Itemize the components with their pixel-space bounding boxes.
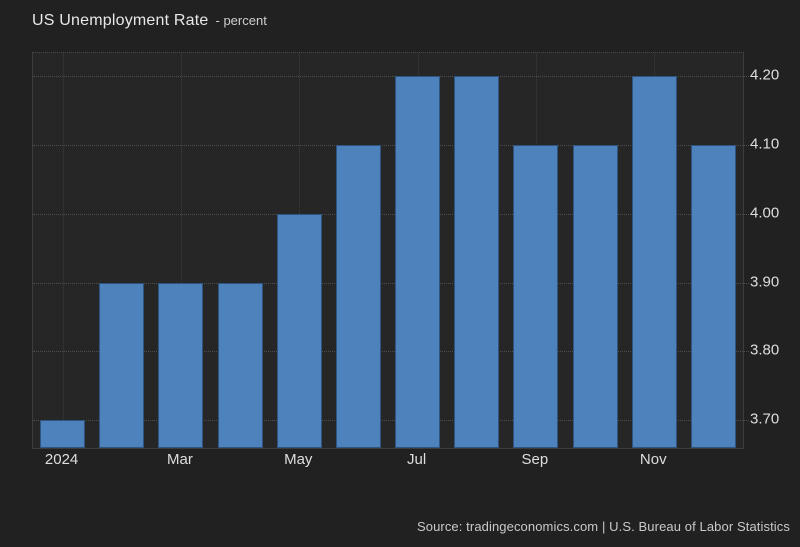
y-tick-label: 4.00 xyxy=(750,204,780,222)
horizontal-gridline xyxy=(33,282,749,284)
bar-may-2024[interactable] xyxy=(276,213,322,448)
vertical-gridline xyxy=(180,53,182,448)
chart-subtitle: - percent xyxy=(215,13,267,28)
y-tick-label: 3.80 xyxy=(750,341,780,359)
bar-mar-2024[interactable] xyxy=(158,282,204,448)
horizontal-gridline xyxy=(33,213,749,215)
bar-oct-2024[interactable] xyxy=(572,144,618,448)
y-tick-label: 3.90 xyxy=(750,273,780,291)
x-tick-label: May xyxy=(284,451,313,468)
bar-nov-2024[interactable] xyxy=(631,75,677,448)
y-tick-label: 4.10 xyxy=(750,135,780,153)
vertical-gridline xyxy=(62,53,64,448)
bar-dec-2024[interactable] xyxy=(690,144,736,448)
bar-aug-2024[interactable] xyxy=(454,75,500,448)
x-tick-label: Sep xyxy=(521,451,549,468)
x-axis: 2024 Mar May Jul Sep Nov xyxy=(32,451,742,471)
horizontal-gridline xyxy=(33,75,749,77)
horizontal-gridline xyxy=(33,144,749,146)
source-attribution: Source: tradingeconomics.com | U.S. Bure… xyxy=(416,519,790,534)
bar-jul-2024[interactable] xyxy=(395,75,441,448)
x-tick-label: Mar xyxy=(166,451,193,468)
y-tick-label: 4.20 xyxy=(750,66,780,84)
bar-sep-2024[interactable] xyxy=(513,144,559,448)
plot-area xyxy=(32,52,749,449)
horizontal-gridline xyxy=(33,351,749,353)
y-axis: 3.70 3.80 3.90 4.00 4.10 4.20 xyxy=(742,52,800,447)
bar-jun-2024[interactable] xyxy=(335,144,381,448)
bar-apr-2024[interactable] xyxy=(217,282,263,448)
bar-jan-2024[interactable] xyxy=(40,420,86,448)
bar-feb-2024[interactable] xyxy=(99,282,145,448)
y-tick-label: 3.70 xyxy=(750,410,780,428)
horizontal-gridline xyxy=(33,420,749,422)
x-tick-label: Jul xyxy=(406,451,427,468)
chart-header: US Unemployment Rate - percent xyxy=(32,12,267,30)
x-tick-label: Nov xyxy=(639,451,667,468)
x-tick-label: 2024 xyxy=(44,451,79,468)
chart-title: US Unemployment Rate xyxy=(32,12,209,29)
